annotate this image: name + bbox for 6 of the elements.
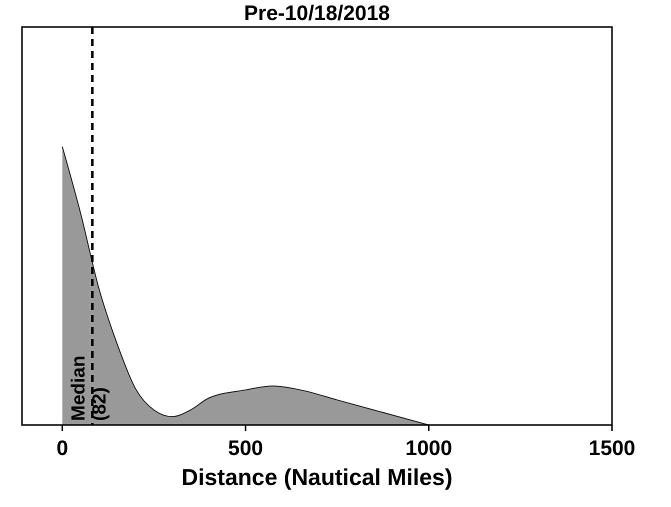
- x-tick-label: 1000: [405, 437, 452, 460]
- x-axis-title: Distance (Nautical Miles): [182, 464, 452, 490]
- chart-title: Pre-10/18/2018: [244, 2, 390, 25]
- x-tick-label: 500: [228, 437, 264, 460]
- x-tick-label: 1500: [588, 437, 636, 460]
- x-tick-label: 0: [56, 437, 68, 460]
